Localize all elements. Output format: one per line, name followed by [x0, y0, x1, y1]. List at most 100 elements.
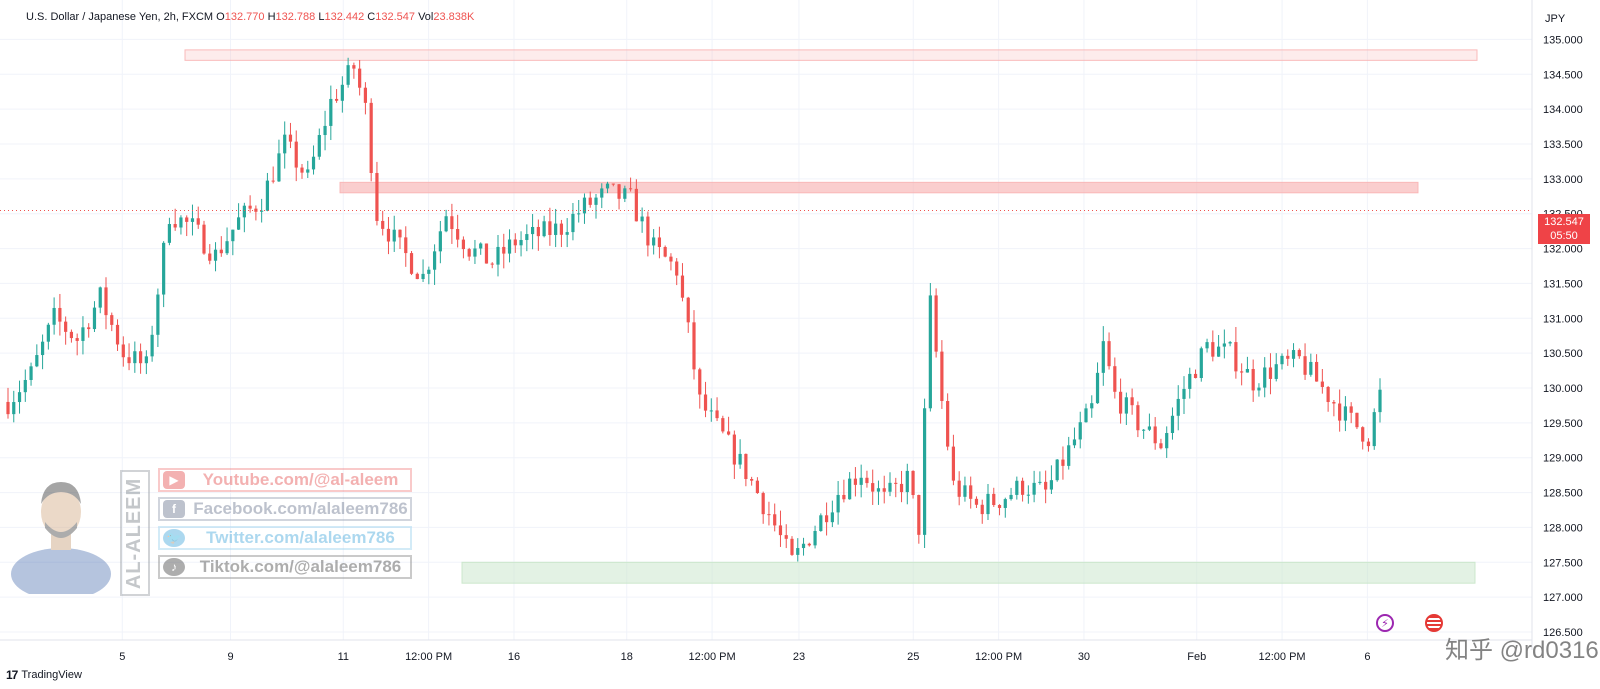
candle-body	[179, 217, 183, 228]
candle-body	[392, 229, 396, 242]
tradingview-logo[interactable]: 17 TradingView	[6, 668, 82, 682]
y-tick-label: 129.500	[1543, 418, 1583, 430]
close-value: 132.547	[375, 11, 416, 23]
candle-body	[1222, 343, 1226, 347]
candle-body	[957, 480, 961, 497]
us-flag-icon[interactable]	[1425, 614, 1443, 632]
candle-body	[81, 327, 85, 341]
candle-body	[899, 483, 904, 493]
x-tick-label: 6	[1364, 651, 1370, 663]
candle-body	[715, 410, 719, 419]
candle-body	[946, 401, 950, 447]
candle-body	[686, 297, 690, 323]
candle-body	[836, 494, 840, 513]
tradingview-icon: 17	[6, 668, 18, 682]
facebook-link[interactable]: f Facebook.com/alaleem786	[158, 497, 412, 521]
candle-body	[1257, 387, 1261, 391]
candle-body	[260, 210, 264, 212]
time-axis[interactable]: 5 9 11 12:00 PM 16 18 12:00 PM 23 25 12:00 PM 30 Fe…	[119, 651, 1370, 663]
candle-body	[928, 295, 932, 409]
candle-body	[871, 483, 875, 492]
candle-body	[208, 253, 212, 261]
candle-body	[577, 213, 581, 215]
candle-body	[819, 515, 823, 531]
candle-body	[1228, 342, 1232, 344]
candle-body	[1332, 402, 1336, 404]
candle-body	[680, 275, 685, 298]
open-label: O	[216, 11, 225, 23]
candle-body	[1170, 415, 1175, 434]
candle-body	[1309, 361, 1313, 375]
candle-body	[300, 167, 304, 173]
candle-body	[363, 87, 368, 103]
candle-body	[824, 515, 829, 523]
candle-body	[830, 512, 834, 523]
candle-body	[675, 261, 679, 276]
candle-body	[17, 392, 22, 403]
candle-body	[617, 184, 621, 199]
candle-body	[571, 213, 575, 233]
x-tick-label: 12:00 PM	[405, 651, 452, 663]
currency-label: JPY	[1545, 13, 1566, 25]
resistance-zone[interactable]	[339, 181, 1419, 194]
candle-body	[421, 273, 425, 280]
candle-body	[1095, 372, 1100, 404]
candle-body	[346, 65, 350, 85]
candle-body	[1142, 429, 1146, 431]
candle-body	[35, 355, 39, 367]
high-label: H	[267, 11, 276, 23]
grid	[0, 0, 1532, 640]
candle-body	[1378, 389, 1382, 413]
candle-body	[1268, 367, 1273, 379]
candle-body	[853, 478, 858, 485]
candle-body	[213, 249, 218, 261]
candle-body	[1176, 398, 1180, 416]
candle-body	[219, 249, 223, 254]
candle-body	[479, 243, 483, 249]
open-value: 132.770	[224, 11, 265, 23]
twitter-link[interactable]: 🐦 Twitter.com/alaleem786	[158, 526, 412, 550]
candle-body	[1153, 426, 1157, 444]
tradingview-label: TradingView	[21, 669, 82, 681]
candle-body	[934, 295, 938, 352]
support-zone[interactable]	[461, 561, 1476, 584]
price-axis[interactable]: 135.000 134.500 134.000 133.500 133.000 132.5…	[1543, 34, 1583, 639]
candle-body	[1320, 381, 1324, 387]
y-tick-label: 128.500	[1543, 488, 1583, 500]
candle-body	[588, 197, 592, 205]
candle-body	[905, 470, 909, 493]
candle-body	[652, 237, 656, 246]
youtube-link[interactable]: ▶ Youtube.com/@al-aleem	[158, 468, 412, 492]
candle-body	[6, 401, 10, 415]
candle-body	[1338, 403, 1342, 421]
candle-body	[755, 480, 760, 494]
candle-body	[456, 229, 460, 240]
candle-body	[628, 188, 633, 190]
tiktok-link[interactable]: ♪ Tiktok.com/@alaleem786	[158, 555, 412, 579]
candle-body	[358, 68, 362, 88]
candle-body	[865, 477, 869, 484]
candle-body	[1193, 373, 1198, 379]
candle-body	[1303, 356, 1307, 375]
lightning-icon[interactable]: ⚡	[1376, 614, 1394, 632]
candle-body	[992, 493, 996, 506]
candle-body	[248, 205, 252, 209]
candle-body	[1090, 403, 1094, 409]
candle-body	[334, 98, 339, 101]
candle-body	[773, 514, 777, 526]
candle-body	[277, 153, 281, 182]
candle-body	[484, 243, 489, 264]
vol-value: 23.838K	[433, 11, 475, 23]
candle-body	[231, 229, 235, 242]
resistance_light-zone[interactable]	[184, 49, 1478, 61]
candle-body	[265, 180, 270, 211]
x-tick-label: 12:00 PM	[975, 651, 1022, 663]
x-tick-label: 9	[227, 651, 233, 663]
candle-body	[554, 223, 558, 235]
candle-body	[963, 485, 967, 497]
candle-body	[1286, 355, 1290, 359]
candle-body	[1067, 445, 1071, 466]
candle-body	[1263, 367, 1267, 388]
candle-body	[329, 98, 333, 126]
